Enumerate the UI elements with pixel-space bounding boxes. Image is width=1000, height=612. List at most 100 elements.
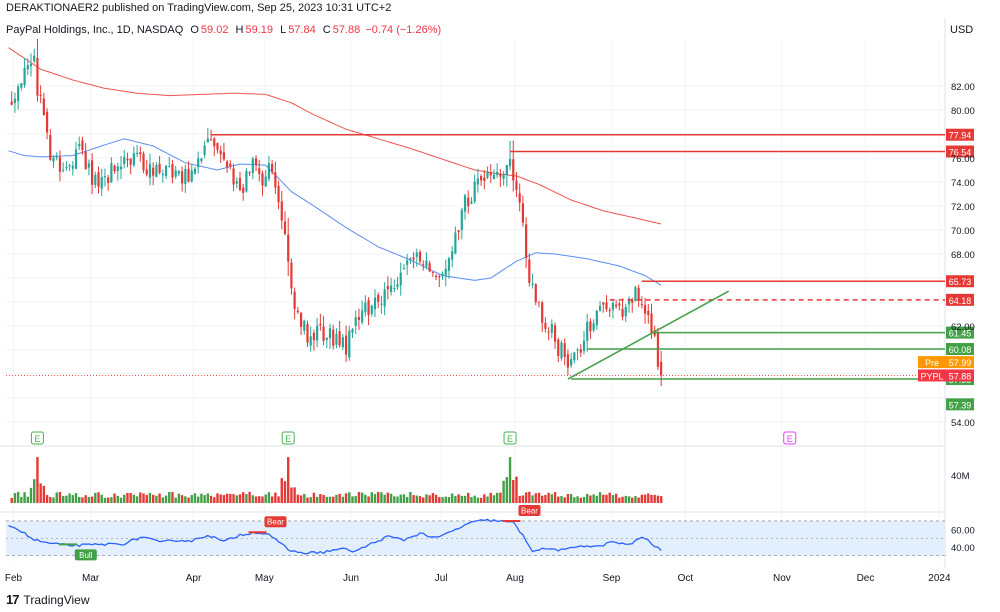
candle <box>354 317 357 326</box>
y-axis: 54.00 62.00 68.00 70.00 72.00 74.00 76.00 80.00… <box>951 82 975 554</box>
x-axis-month-label: Sep <box>603 573 621 584</box>
volume-bar <box>470 496 473 503</box>
candle <box>508 159 512 167</box>
candle <box>71 165 74 169</box>
candle <box>418 251 422 262</box>
x-axis-month-label: Mar <box>82 573 100 584</box>
volume-bar <box>322 494 325 503</box>
candle <box>566 354 570 368</box>
volume-bar <box>45 495 49 503</box>
candle <box>393 287 396 289</box>
currency-label[interactable]: USD <box>950 24 974 36</box>
volume-bar <box>524 492 528 503</box>
volume-bar <box>315 496 319 503</box>
candle <box>17 86 20 102</box>
volume-bar <box>238 494 242 503</box>
volume-bar <box>405 496 409 503</box>
x-axis-month-label: 2024 <box>928 573 951 584</box>
candle <box>621 308 624 317</box>
candle <box>492 174 496 179</box>
candle <box>190 170 193 182</box>
candle <box>537 301 541 303</box>
candle <box>338 331 341 346</box>
volume-bar <box>328 496 332 503</box>
volume-bar <box>65 495 68 503</box>
volume-bar <box>399 494 402 503</box>
earnings-marker <box>30 431 44 445</box>
candle <box>467 197 470 207</box>
volume-bar <box>203 495 206 503</box>
volume-bar <box>264 494 267 503</box>
volume-bar <box>495 492 499 503</box>
candle <box>370 305 373 314</box>
volume-bar <box>537 492 541 503</box>
volume-bar <box>312 492 316 503</box>
volume-bar <box>139 492 142 503</box>
price-axis-label: 62.00 <box>951 322 975 333</box>
candle <box>232 168 235 185</box>
volume-bar <box>386 492 390 503</box>
bear-divergence-label: Bear <box>267 518 284 527</box>
publisher-line: DERAKTIONAER2 published on TradingView.c… <box>6 2 392 14</box>
volume-bar <box>222 495 226 503</box>
candle <box>332 329 335 346</box>
level-price-label: 77.94 <box>949 131 972 141</box>
volume-bar <box>611 495 615 503</box>
candle <box>293 291 296 309</box>
x-axis-month-label: Feb <box>5 573 23 584</box>
candle <box>283 221 287 234</box>
candle <box>10 101 13 105</box>
close-value: 57.88 <box>332 24 361 36</box>
candle <box>49 135 52 160</box>
candle <box>303 320 306 331</box>
x-axis-month-label: May <box>255 573 274 584</box>
candle <box>389 285 393 292</box>
volume-bar <box>637 497 640 503</box>
price-tag-name: PYPL <box>920 371 943 381</box>
candle <box>81 140 84 151</box>
level-price-label: 60.08 <box>949 345 972 355</box>
candle <box>373 297 377 310</box>
rsi-axis-label: 60.00 <box>951 526 975 537</box>
candle <box>322 326 325 341</box>
candle <box>84 151 87 170</box>
volume-bar <box>23 492 26 503</box>
volume-bar <box>277 496 280 503</box>
volume-bar <box>229 493 232 503</box>
volume-bar <box>36 457 39 503</box>
volume-bar <box>553 492 557 503</box>
candle <box>254 158 258 165</box>
candle <box>306 324 309 343</box>
candle <box>618 303 621 306</box>
candle <box>136 152 139 154</box>
candle <box>335 333 338 345</box>
candle <box>399 272 402 286</box>
earnings-marker <box>503 431 517 445</box>
volume-bar <box>528 491 531 503</box>
candle <box>348 330 351 358</box>
candle <box>168 166 171 168</box>
volume-bar <box>68 493 71 503</box>
candle <box>58 157 62 172</box>
candle <box>74 149 78 169</box>
volume-bar <box>418 496 422 503</box>
candle <box>316 325 319 341</box>
volume-bar <box>450 493 454 503</box>
candle <box>541 302 544 323</box>
volume-bar <box>431 493 435 503</box>
price-tag-box <box>946 398 974 411</box>
candle <box>586 322 589 342</box>
candle <box>361 310 364 323</box>
candle <box>512 159 515 181</box>
change-value: −0.74 (−1.26%) <box>365 24 442 36</box>
candle <box>380 303 383 305</box>
candle <box>521 203 524 223</box>
volume-bar <box>479 497 483 503</box>
volume-bar <box>84 495 87 503</box>
candle <box>351 329 354 333</box>
candle <box>406 260 409 265</box>
candle <box>164 165 168 177</box>
volume-bar <box>364 494 367 503</box>
candle <box>29 64 33 67</box>
